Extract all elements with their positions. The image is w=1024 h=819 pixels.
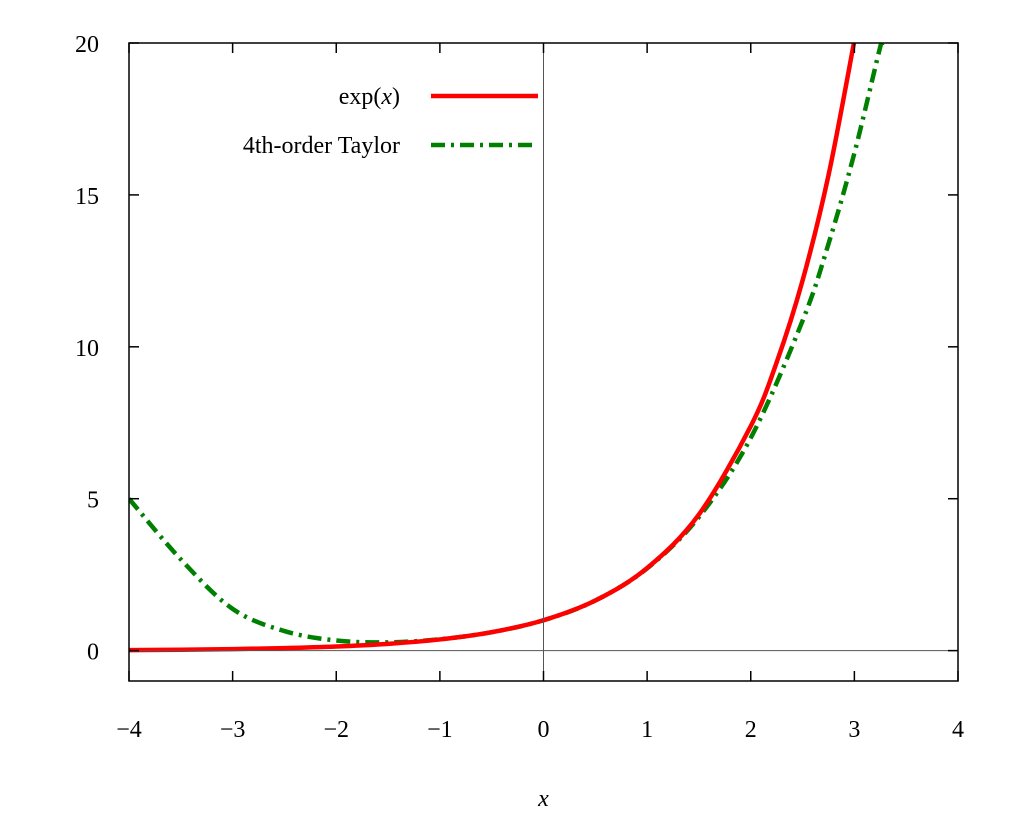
curves: [129, 43, 885, 653]
legend-label-taylor: 4th-order Taylor: [243, 133, 400, 159]
legend: exp(x) 4th-order Taylor: [243, 84, 538, 159]
zero-lines: [129, 43, 958, 681]
y-tick-label: 15: [75, 184, 99, 210]
x-axis-label: x: [537, 786, 549, 812]
y-tick-label: 0: [87, 640, 99, 666]
y-tick-labels: 0 5 10 15 20: [75, 32, 99, 666]
x-tick-label: −2: [323, 717, 349, 743]
y-tick-label: 20: [75, 32, 99, 58]
y-tick-label: 5: [87, 488, 99, 514]
legend-label-var: x: [380, 84, 392, 110]
y-tick-label: 10: [75, 336, 99, 362]
x-tick-labels: −4 −3 −2 −1 0 1 2 3 4: [116, 717, 964, 743]
legend-label-suffix: ): [392, 84, 400, 110]
x-tick-label: 3: [848, 717, 860, 743]
x-tick-label: −1: [427, 717, 453, 743]
x-tick-label: 2: [745, 717, 757, 743]
taylor-curve: [129, 43, 885, 645]
ticks: [128, 42, 959, 681]
x-tick-label: −3: [220, 717, 246, 743]
legend-label-exp: exp(x): [339, 84, 400, 110]
legend-label-prefix: exp(: [339, 84, 382, 110]
x-tick-label: 1: [641, 717, 653, 743]
x-tick-label: −4: [116, 717, 142, 743]
x-tick-label: 0: [538, 717, 550, 743]
exp-curve: [129, 43, 857, 653]
x-tick-label: 4: [952, 717, 964, 743]
